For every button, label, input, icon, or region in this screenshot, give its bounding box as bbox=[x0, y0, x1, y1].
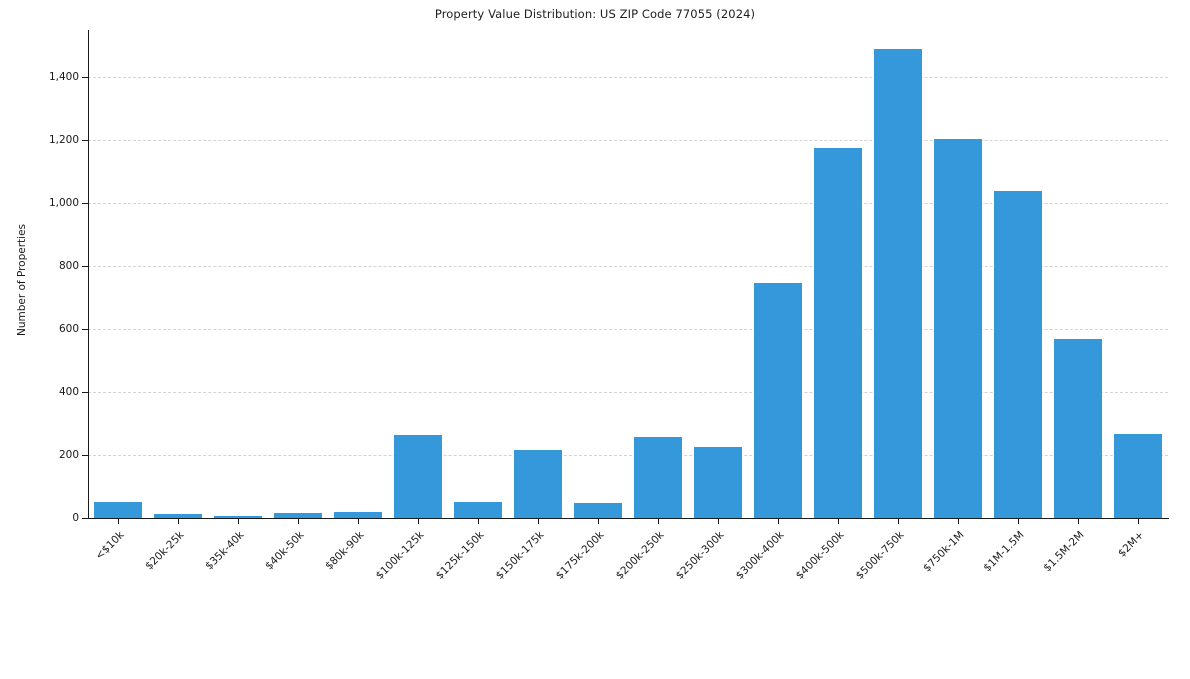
bar[interactable] bbox=[694, 447, 742, 518]
y-tick-label: 1,400 bbox=[48, 71, 79, 84]
bar[interactable] bbox=[1054, 338, 1102, 518]
x-tick-label: $150k-175k bbox=[493, 529, 547, 582]
bar[interactable] bbox=[514, 449, 562, 518]
plot-area bbox=[88, 30, 1168, 518]
bar[interactable] bbox=[94, 501, 142, 518]
chart-title: Property Value Distribution: US ZIP Code… bbox=[434, 7, 756, 21]
bar[interactable] bbox=[934, 138, 982, 518]
x-axis-spine bbox=[88, 518, 1169, 519]
bar-series bbox=[88, 30, 1168, 518]
x-tick-label: $80k-90k bbox=[323, 529, 367, 573]
y-tick-label: 0 bbox=[72, 512, 79, 524]
y-tick-label: 600 bbox=[58, 323, 79, 336]
bar[interactable] bbox=[394, 434, 442, 518]
bar[interactable] bbox=[634, 436, 682, 518]
bar[interactable] bbox=[274, 513, 322, 518]
bar[interactable] bbox=[574, 503, 622, 518]
x-tick-label: $40k-50k bbox=[263, 529, 307, 573]
y-axis-label: Number of Properties bbox=[16, 223, 28, 337]
chart-figure: Property Value Distribution: US ZIP Code… bbox=[16, 7, 1169, 582]
x-tick-label: $100k-125k bbox=[373, 529, 427, 582]
x-tick-label: $400k-500k bbox=[793, 529, 847, 582]
x-tick-label: $750k-1M bbox=[920, 529, 967, 575]
y-tick-label: 200 bbox=[58, 449, 79, 462]
x-tick-label: $175k-200k bbox=[553, 529, 607, 582]
bar[interactable] bbox=[814, 148, 862, 518]
y-tick-label: 1,200 bbox=[48, 134, 79, 147]
bar[interactable] bbox=[754, 283, 802, 518]
bar[interactable] bbox=[994, 191, 1042, 518]
bar[interactable] bbox=[154, 514, 202, 518]
y-tick-label: 400 bbox=[58, 386, 79, 399]
bar[interactable] bbox=[334, 512, 382, 518]
x-tick-label: $300k-400k bbox=[733, 529, 787, 582]
bar[interactable] bbox=[1114, 433, 1162, 518]
x-tick-label: $125k-150k bbox=[433, 529, 487, 582]
x-tick-label: $250k-300k bbox=[673, 529, 727, 582]
x-tick-label: $200k-250k bbox=[613, 529, 667, 582]
x-tick-label: $500k-750k bbox=[853, 529, 907, 582]
x-tick-label: <$10k bbox=[93, 529, 127, 563]
x-tick-label: $35k-40k bbox=[203, 529, 247, 573]
y-axis-spine bbox=[88, 30, 89, 519]
y-tick-label: 800 bbox=[58, 260, 79, 273]
x-tick-label: $1.5M-2M bbox=[1041, 529, 1087, 575]
x-tick-label: $2M+ bbox=[1115, 529, 1147, 560]
bar[interactable] bbox=[214, 516, 262, 518]
bar[interactable] bbox=[454, 501, 502, 518]
bar[interactable] bbox=[874, 48, 922, 518]
y-tick-label: 1,000 bbox=[48, 197, 79, 210]
x-tick-label: $1M-1.5M bbox=[981, 529, 1027, 575]
x-tick-label: $20k-25k bbox=[143, 529, 187, 573]
